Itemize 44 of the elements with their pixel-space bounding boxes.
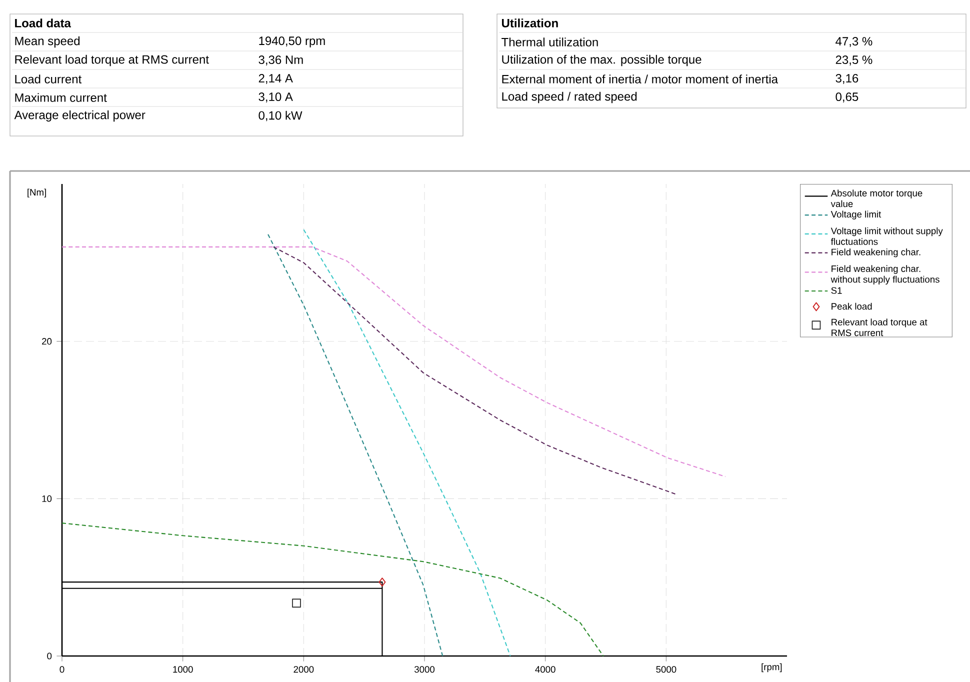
- text: Utilization: [502, 18, 558, 28]
- legend-label: Peak load: [832, 302, 872, 310]
- text: 0,65: [836, 92, 858, 102]
- x-tick-label: 5000: [656, 666, 676, 673]
- text: External moment of inertia / motor moment of inertia: [502, 74, 778, 84]
- legend-label: Field weakening char. without supply fluctuations: [830, 265, 940, 285]
- line-series: [61, 246, 726, 478]
- text: 23,5 %: [836, 56, 872, 66]
- y-tick-label: 20: [42, 338, 52, 345]
- line-series: [303, 229, 511, 657]
- text: 0,10 kW: [258, 110, 302, 122]
- text: Relevant load torque at RMS current: [15, 54, 209, 66]
- text: Load data: [15, 18, 72, 28]
- text: 3,10 A: [258, 92, 293, 102]
- x-tick-label: 3000: [414, 666, 435, 673]
- text: Load speed / rated speed: [502, 92, 637, 104]
- legend-label: Absolute motor torque value: [830, 190, 922, 208]
- x-tick-label: 4000: [535, 666, 556, 673]
- y-tick-label: 0: [47, 652, 52, 660]
- legend-label: Voltage limit: [830, 210, 882, 220]
- line-series: [61, 522, 604, 657]
- text: Thermal utilization: [502, 38, 598, 46]
- text: 3,36 Nm: [258, 56, 303, 66]
- x-tick-label: 0: [60, 666, 64, 673]
- legend-label: Voltage limit without supply fluctuations: [830, 227, 943, 245]
- text: Load current: [15, 74, 82, 84]
- y-tick-label: 10: [42, 495, 52, 502]
- text: Maximum current: [15, 93, 107, 102]
- x-axis-title: [rpm]: [762, 663, 782, 672]
- text: Utilization of the max. possible torque: [502, 54, 702, 66]
- text: 2,14 A: [258, 74, 293, 84]
- text: Mean speed: [15, 36, 80, 48]
- text: 47,3 %: [836, 37, 872, 47]
- y-axis-title: [Nm]: [28, 188, 46, 198]
- x-tick-label: 2000: [294, 666, 314, 673]
- legend-label: Field weakening char.: [832, 248, 920, 258]
- text: 1940,50 rpm: [259, 36, 325, 48]
- legend-label: S1: [831, 287, 842, 294]
- text: Average electrical power: [14, 110, 146, 122]
- legend-label: Relevant load torque at RMS current: [832, 318, 928, 336]
- line-series: [267, 234, 444, 657]
- x-tick-label: 1000: [173, 666, 193, 673]
- line-series: [272, 246, 676, 494]
- text: 3,16: [836, 74, 858, 84]
